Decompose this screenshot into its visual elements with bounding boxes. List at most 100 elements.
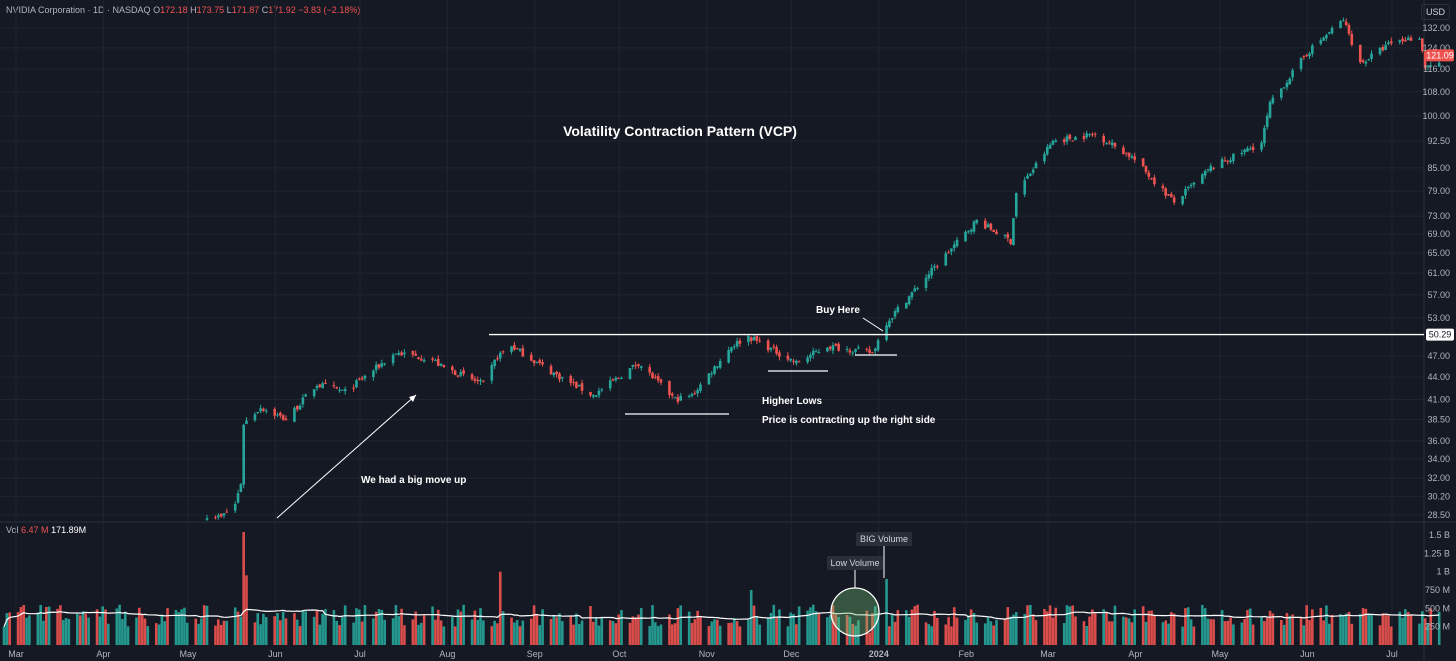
volume-bar	[654, 622, 657, 645]
volume-bar	[1108, 621, 1111, 645]
time-tick-label: Dec	[783, 649, 800, 659]
volume-bar	[1212, 619, 1215, 645]
volume-bar	[555, 617, 558, 645]
volume-bar	[242, 532, 245, 645]
volume-bar	[22, 604, 26, 645]
volume-bar	[851, 623, 855, 645]
high-label: H	[190, 5, 197, 15]
volume-bar	[98, 616, 102, 645]
volume-bar	[580, 620, 584, 645]
candle-body	[727, 349, 730, 363]
volume-bar	[377, 609, 381, 645]
candle-body	[1246, 148, 1249, 152]
candle-body	[1023, 180, 1027, 195]
candle-body	[1164, 188, 1168, 196]
volume-bar	[831, 605, 835, 645]
volume-bar	[1364, 608, 1368, 645]
candle-body	[1308, 53, 1311, 57]
volume-bar	[560, 621, 564, 645]
candle-body	[913, 288, 917, 292]
volume-bar	[1223, 621, 1227, 645]
candle-body	[716, 366, 719, 368]
volume-bar	[422, 615, 426, 645]
candle-body	[1344, 21, 1348, 25]
candle-body	[826, 347, 829, 352]
candle-body	[332, 385, 336, 387]
candle-body	[205, 518, 209, 520]
candle-body	[1260, 142, 1263, 150]
volume-tick-label: 1.5 B	[1429, 530, 1450, 540]
volume-bar	[1113, 605, 1117, 645]
volume-bar	[916, 604, 919, 645]
volume-bar	[420, 622, 423, 645]
price-tick-label: 34.00	[1427, 454, 1450, 464]
volume-bar	[479, 608, 482, 645]
volume-bar	[893, 621, 897, 645]
volume-bar	[913, 606, 917, 645]
volume-bar	[293, 613, 296, 645]
volume-bar	[1023, 613, 1027, 645]
candle-body	[1212, 167, 1215, 169]
volume-bar	[885, 579, 888, 645]
volume-bar	[1271, 613, 1275, 645]
candle-body	[1420, 38, 1424, 51]
volume-bar	[1124, 617, 1128, 645]
volume-bar	[795, 624, 798, 645]
volume-bar	[693, 619, 697, 645]
candle-body	[718, 361, 722, 368]
candle-body	[456, 375, 460, 377]
time-tick-label: Nov	[699, 649, 716, 659]
candle-body	[1009, 239, 1012, 244]
volume-bar	[357, 609, 361, 645]
volume-bar	[453, 626, 457, 645]
candle-body	[910, 292, 914, 298]
annotations: 50.29 121.09 Volatility Contraction Patter…	[276, 49, 1454, 637]
volume-bar	[639, 607, 643, 645]
volume-bar	[828, 615, 832, 645]
volume-bar	[797, 606, 801, 645]
time-axis: Mar Apr May Jun Jul Aug Sep Oct Nov Dec 2024 Feb Mar…	[8, 649, 1398, 659]
price-axis: 132.00 124.00 116.00 108.00 100.00 92.50 85.00…	[1422, 23, 1450, 520]
candle-body	[513, 344, 516, 350]
candle-body	[262, 408, 265, 411]
low-volume-circle	[830, 587, 880, 637]
candle-body	[549, 366, 553, 375]
time-tick-label: Apr	[1128, 649, 1142, 659]
volume-bar	[1248, 608, 1252, 645]
candle-body	[594, 395, 598, 397]
volume-bar	[1189, 619, 1193, 645]
candle-body	[1105, 143, 1108, 145]
volume-bar	[400, 608, 403, 645]
volume-header: Vol 6.47 M 171.89M	[6, 525, 86, 535]
volume-bar	[1232, 624, 1235, 645]
volume-bar	[552, 615, 556, 645]
volume-tick-label: 500 M	[1425, 603, 1450, 613]
candle-body	[338, 389, 341, 391]
volume-bar	[907, 616, 911, 645]
volume-bar	[194, 618, 198, 645]
candle-body	[679, 395, 683, 401]
volume-bar	[676, 608, 680, 645]
volume-bar	[529, 618, 533, 645]
volume-bar	[1068, 606, 1072, 645]
candle-body	[383, 363, 386, 365]
volume-bar	[1282, 624, 1286, 645]
currency-badge[interactable]: USD	[1420, 4, 1450, 20]
volume-tick-label: 1.25 B	[1424, 548, 1450, 558]
candle-body	[854, 349, 857, 352]
time-tick-label: Jun	[268, 649, 283, 659]
candle-body	[947, 252, 950, 254]
volume-bar	[1105, 612, 1108, 645]
candle-body	[792, 360, 795, 362]
candle-body	[950, 248, 953, 252]
open-value: 172.18	[160, 5, 188, 15]
candle-body	[1263, 127, 1266, 144]
volume-bar	[338, 625, 341, 645]
volume-bar	[180, 609, 183, 645]
volume-bar	[967, 615, 970, 645]
volume-bar	[1240, 622, 1244, 645]
volume-bar	[1319, 607, 1323, 645]
volume-bar	[135, 617, 138, 645]
volume-bar	[295, 619, 299, 645]
